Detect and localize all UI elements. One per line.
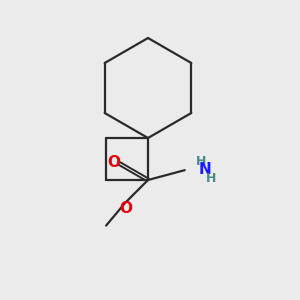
Text: H: H [206,172,216,185]
Text: H: H [196,155,206,168]
Text: O: O [107,155,120,170]
Text: N: N [198,162,211,177]
Text: O: O [119,201,132,216]
